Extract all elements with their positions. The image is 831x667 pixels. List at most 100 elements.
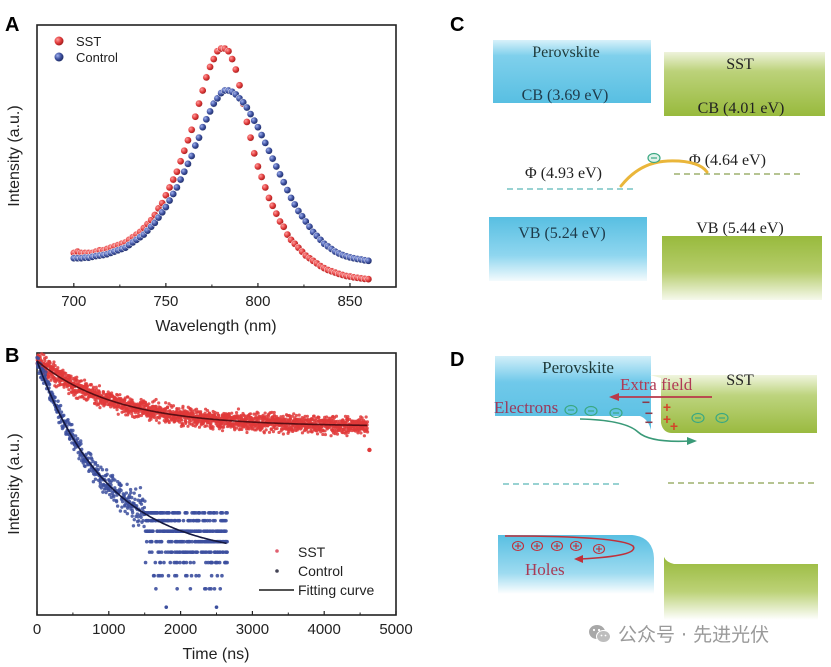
data-point (82, 391, 86, 396)
data-point (93, 390, 98, 395)
data-point (42, 365, 46, 369)
data-point (343, 422, 347, 426)
data-point (310, 417, 314, 422)
data-point (317, 415, 321, 420)
data-point (163, 420, 168, 424)
data-point (354, 419, 359, 424)
data-point (204, 414, 209, 418)
data-point (209, 55, 218, 63)
data-point (59, 369, 64, 374)
data-point (70, 386, 75, 390)
data-point (126, 410, 130, 414)
data-point (144, 539, 149, 544)
data-point (168, 529, 173, 533)
data-point (119, 399, 123, 403)
data-point (316, 415, 320, 419)
data-point (141, 408, 145, 412)
data-point (150, 539, 154, 544)
data-point (66, 418, 70, 422)
data-point (157, 405, 161, 409)
data-point (286, 421, 290, 425)
data-point (350, 419, 354, 423)
data-point (349, 423, 353, 427)
data-point (326, 426, 330, 430)
data-point (235, 426, 239, 430)
data-point (93, 460, 98, 465)
data-point (64, 376, 68, 380)
data-point (326, 423, 330, 427)
data-point (70, 381, 74, 386)
data-point (357, 428, 361, 432)
data-point (129, 490, 133, 495)
data-point (267, 420, 271, 424)
data-point (165, 529, 170, 533)
data-point (53, 371, 58, 375)
data-point (355, 422, 360, 427)
data-point (210, 416, 214, 420)
data-point (51, 376, 55, 380)
data-point (328, 421, 333, 425)
data-point (296, 419, 300, 423)
data-point (97, 473, 101, 478)
y-axis-label: Intensity (a.u.) (6, 433, 23, 534)
data-point (67, 391, 71, 396)
data-point (287, 418, 291, 422)
data-point (258, 423, 262, 427)
x-tick-label: 5000 (379, 621, 412, 638)
data-point (135, 507, 140, 512)
data-point (39, 365, 43, 369)
data-point (116, 412, 120, 416)
data-point (196, 539, 201, 544)
data-point (329, 420, 333, 425)
data-point (264, 420, 269, 425)
data-point (202, 539, 206, 544)
data-point (240, 424, 244, 428)
data-point (66, 432, 71, 436)
data-point (142, 400, 146, 404)
data-point (177, 410, 181, 414)
data-point (197, 420, 201, 424)
sst-vb-band (664, 557, 818, 620)
data-point (66, 378, 70, 382)
data-point (333, 421, 337, 425)
data-point (178, 529, 183, 533)
data-point (133, 403, 137, 407)
data-point (183, 409, 187, 413)
data-point (234, 420, 238, 425)
perovskite-cb-label: CB (3.69 eV) (522, 87, 609, 104)
data-point (324, 415, 329, 419)
data-point (241, 418, 245, 422)
data-point (134, 505, 138, 510)
data-point (208, 550, 212, 554)
data-point (188, 422, 192, 426)
data-point (196, 511, 201, 515)
data-point (127, 500, 132, 504)
data-point (281, 427, 285, 431)
data-point (237, 428, 241, 432)
data-point (121, 495, 126, 500)
data-point (88, 383, 92, 387)
data-point (142, 524, 146, 529)
data-point (68, 435, 72, 440)
data-point (277, 417, 281, 421)
data-point (275, 420, 279, 424)
data-point (206, 560, 210, 565)
data-point (229, 415, 233, 420)
data-point (115, 493, 119, 497)
data-point (350, 421, 355, 426)
data-point (47, 359, 52, 364)
data-point (315, 429, 319, 433)
data-point (173, 417, 178, 421)
data-point (255, 423, 260, 427)
data-point (124, 491, 129, 495)
data-point (190, 413, 194, 417)
data-point (232, 415, 236, 420)
data-point (237, 420, 241, 424)
data-point (159, 511, 163, 515)
data-point (201, 421, 205, 425)
data-point (180, 167, 189, 176)
data-point (78, 395, 82, 399)
data-point (122, 397, 127, 402)
data-point (54, 378, 58, 382)
data-point (135, 403, 139, 408)
